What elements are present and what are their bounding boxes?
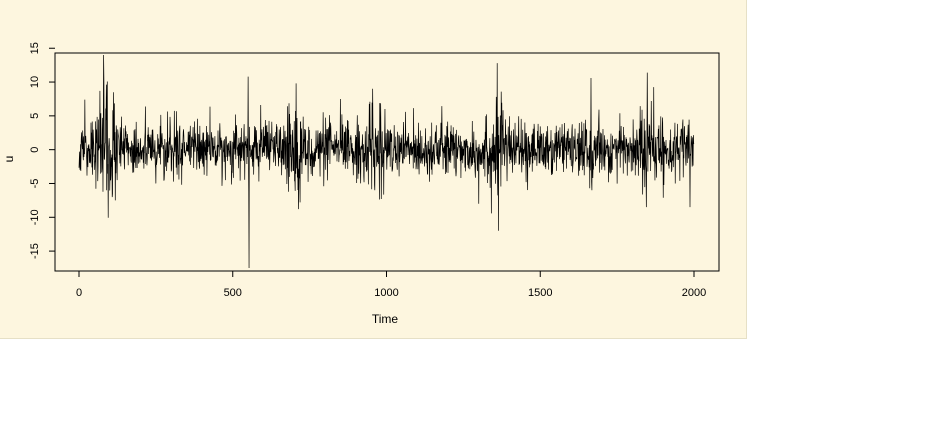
- y-tick-label: -10: [29, 209, 41, 225]
- series-group: [78, 54, 695, 269]
- x-axis-label: Time: [372, 312, 399, 326]
- y-axis-label: u: [2, 156, 16, 163]
- x-tick-label: 1500: [528, 287, 552, 299]
- series-line: [78, 54, 695, 269]
- plot-window: 0 500 1000 1500 2000 -15 -10 -5 0 5 10 15 Time u: [0, 0, 747, 339]
- y-tick-label: -5: [29, 179, 41, 189]
- time-series-chart: 0 500 1000 1500 2000 -15 -10 -5 0 5 10 15 Time u: [0, 0, 746, 338]
- y-tick-label: 0: [29, 147, 41, 153]
- x-tick-label: 500: [224, 287, 242, 299]
- x-tick-label: 1000: [374, 287, 398, 299]
- x-tick-label: 2000: [682, 287, 706, 299]
- x-tick-label: 0: [76, 287, 82, 299]
- y-tick-label: 5: [29, 113, 41, 119]
- y-tick-label: -15: [29, 243, 41, 259]
- y-tick-label: 15: [29, 42, 41, 54]
- y-tick-label: 10: [29, 76, 41, 88]
- x-axis: 0 500 1000 1500 2000: [76, 271, 706, 299]
- y-axis: -15 -10 -5 0 5 10 15: [29, 42, 55, 259]
